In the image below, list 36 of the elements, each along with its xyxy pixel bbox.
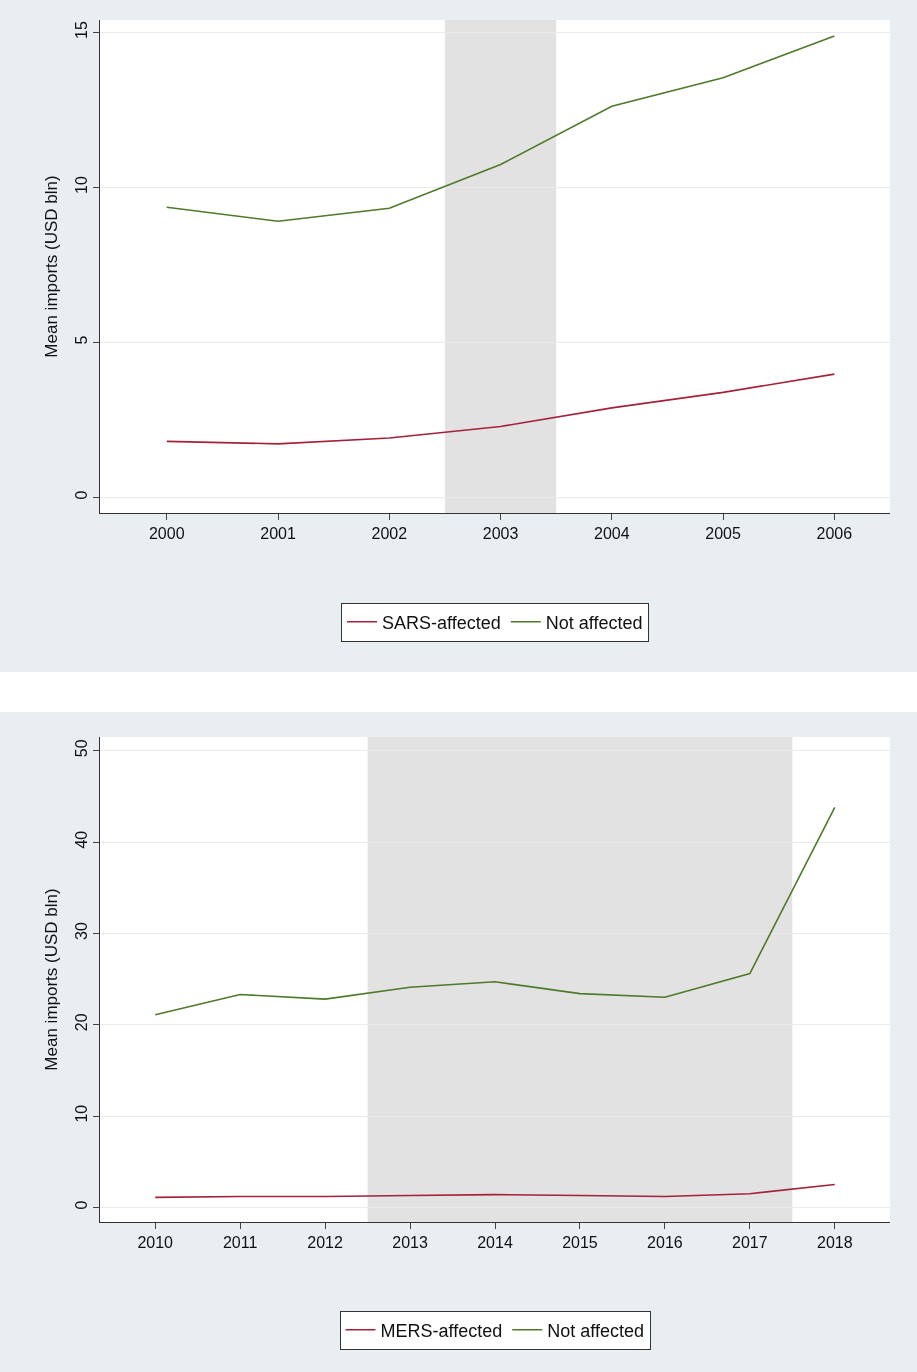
legend-label: MERS-affected [380, 1320, 503, 1341]
x-tick-label: 2013 [392, 1234, 428, 1252]
x-tick-label: 2001 [260, 525, 296, 543]
legend-label: Not affected [547, 1320, 644, 1341]
line-series [165, 373, 836, 445]
x-tick-label: 2003 [482, 525, 519, 543]
y-axis-title: Mean imports (USD bln) [42, 175, 62, 358]
line-series [165, 35, 836, 223]
y-tick-label: 10 [72, 1104, 90, 1123]
x-tick-label: 2006 [816, 525, 853, 543]
x-tick-label: 2004 [594, 525, 630, 543]
line-series [154, 806, 836, 1016]
x-tick-label: 2015 [562, 1234, 598, 1252]
line-series [154, 1183, 836, 1199]
x-tick-label: 2018 [816, 1234, 853, 1252]
x-tick-label: 2012 [307, 1234, 344, 1252]
y-axis-title: Mean imports (USD bln) [42, 888, 62, 1071]
y-tick-label: 0 [72, 1200, 90, 1210]
x-tick-label: 2005 [705, 525, 741, 543]
y-tick-label: 30 [72, 921, 90, 940]
x-tick-label: 2014 [477, 1234, 513, 1252]
y-tick-label: 10 [72, 176, 90, 194]
y-tick-label: 40 [72, 830, 90, 849]
x-tick-label: 2000 [148, 525, 185, 543]
y-tick-label: 20 [72, 1013, 90, 1032]
x-tick-label: 2010 [137, 1234, 174, 1252]
legend-label: Not affected [545, 612, 643, 633]
x-tick-label: 2017 [732, 1234, 768, 1252]
y-tick-label: 15 [72, 21, 90, 39]
x-tick-label: 2011 [222, 1234, 258, 1252]
legend-label: SARS-affected [382, 612, 501, 633]
x-tick-label: 2016 [647, 1234, 683, 1252]
x-tick-label: 2002 [371, 525, 408, 543]
y-tick-label: 0 [72, 490, 90, 500]
y-tick-label: 5 [72, 335, 90, 345]
y-tick-label: 50 [72, 739, 90, 758]
